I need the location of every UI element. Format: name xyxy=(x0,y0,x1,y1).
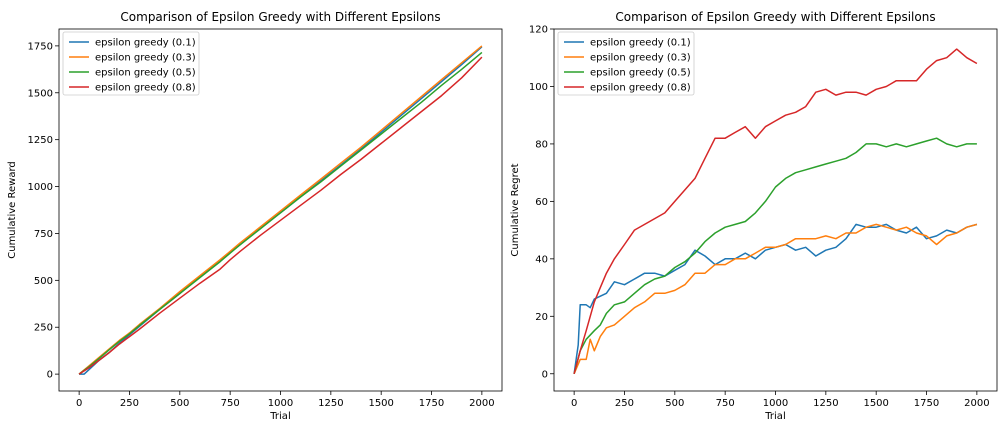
legend: epsilon greedy (0.1) epsilon greedy (0.3)… xyxy=(63,32,199,95)
x-tick-label: 1750 xyxy=(419,398,444,409)
x-tick-label: 2000 xyxy=(469,398,494,409)
x-tick-label: 250 xyxy=(120,398,139,409)
y-tick-label: 100 xyxy=(529,82,548,93)
legend-label-3: epsilon greedy (0.5) xyxy=(590,68,691,79)
x-tick-label: 750 xyxy=(716,398,735,409)
x-tick-label: 1750 xyxy=(914,398,939,409)
series-line-3 xyxy=(79,52,482,374)
y-tick-label: 0 xyxy=(542,369,548,380)
chart-panel-1: 0 250 500 750 1000 1250 1500 1750 2000 0 250 500 750… xyxy=(7,10,502,422)
y-tick-label: 1000 xyxy=(28,182,53,193)
x-tick-label: 1250 xyxy=(813,398,838,409)
y-tick-label: 40 xyxy=(535,254,548,265)
y-tick-label: 60 xyxy=(535,197,548,208)
x-axis-label: Trial xyxy=(764,411,785,422)
x-tick-label: 500 xyxy=(170,398,189,409)
legend-label-1: epsilon greedy (0.1) xyxy=(590,38,691,49)
x-tick-label: 2000 xyxy=(964,398,989,409)
x-tick-label: 750 xyxy=(221,398,240,409)
y-tick-label: 500 xyxy=(34,276,53,287)
series-line-3 xyxy=(574,138,977,374)
legend-label-2: epsilon greedy (0.3) xyxy=(590,53,691,64)
x-tick-label: 1500 xyxy=(863,398,888,409)
legend-label-4: epsilon greedy (0.8) xyxy=(590,83,691,94)
chart-panel-2: 0 250 500 750 1000 1250 1500 1750 2000 0 20 40 60 80 1… xyxy=(510,10,997,422)
x-tick-label: 1500 xyxy=(368,398,393,409)
x-tick-label: 1000 xyxy=(268,398,293,409)
legend-label-1: epsilon greedy (0.1) xyxy=(95,38,196,49)
x-tick-label: 500 xyxy=(665,398,684,409)
x-axis-label: Trial xyxy=(269,411,290,422)
y-tick-label: 20 xyxy=(535,312,548,323)
legend-label-2: epsilon greedy (0.3) xyxy=(95,53,196,64)
y-tick-label: 0 xyxy=(47,370,53,381)
y-tick-label: 1750 xyxy=(28,41,53,52)
x-tick-label: 250 xyxy=(615,398,634,409)
x-tick-label: 1000 xyxy=(763,398,788,409)
legend: epsilon greedy (0.1) epsilon greedy (0.3)… xyxy=(558,32,694,95)
y-axis-label: Cumulative Regret xyxy=(510,163,521,256)
y-tick-label: 1500 xyxy=(28,88,53,99)
plot-area xyxy=(574,49,977,374)
y-tick-label: 750 xyxy=(34,229,53,240)
legend-label-3: epsilon greedy (0.5) xyxy=(95,68,196,79)
y-tick-label: 1250 xyxy=(28,135,53,146)
series-line-4 xyxy=(574,49,977,374)
chart-title: Comparison of Epsilon Greedy with Differ… xyxy=(615,10,935,24)
y-tick-label: 250 xyxy=(34,323,53,334)
x-tick-label: 1250 xyxy=(318,398,343,409)
legend-label-4: epsilon greedy (0.8) xyxy=(95,83,196,94)
y-tick-label: 120 xyxy=(529,25,548,36)
y-tick-label: 80 xyxy=(535,139,548,150)
x-tick-label: 0 xyxy=(571,398,577,409)
y-axis-label: Cumulative Reward xyxy=(7,161,18,259)
chart-title: Comparison of Epsilon Greedy with Differ… xyxy=(120,10,440,24)
series-line-2 xyxy=(574,224,977,373)
x-tick-label: 0 xyxy=(76,398,82,409)
